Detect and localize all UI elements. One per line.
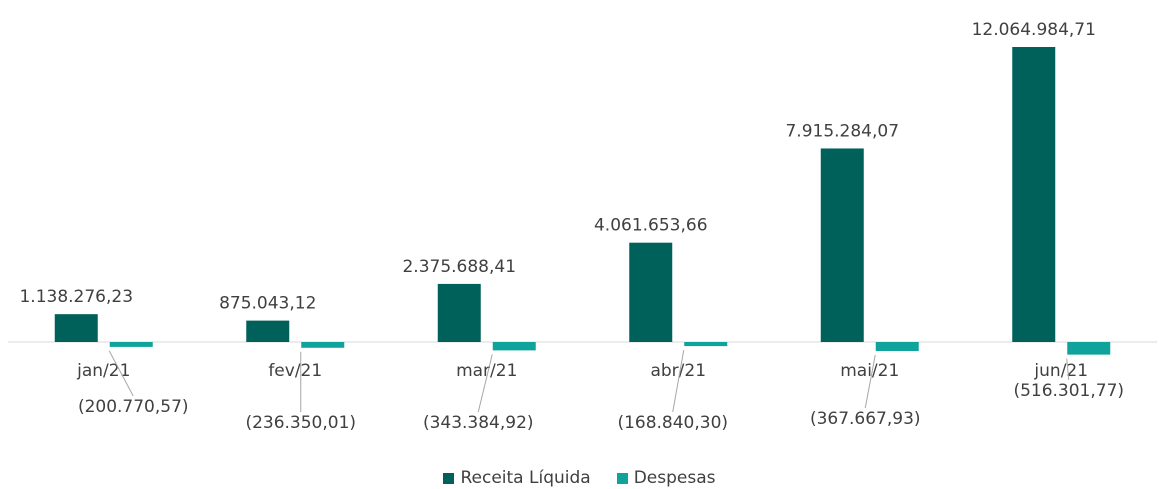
bar-despesas-jan/21 — [109, 342, 153, 347]
data-label-despesas-abr/21: (168.840,30) — [617, 413, 728, 433]
data-label-receita-mar/21: 2.375.688,41 — [402, 257, 516, 277]
data-label-despesas-fev/21: (236.350,01) — [245, 413, 356, 433]
bar-receita-jan/21 — [54, 314, 98, 342]
bar-receita-fev/21 — [246, 320, 290, 342]
leader-line-despesas-jan/21 — [108, 350, 134, 397]
legend-label-despesas: Despesas — [633, 468, 716, 488]
leader-line-despesas-mai/21 — [864, 354, 876, 409]
legend-swatch-despesas — [616, 472, 628, 484]
data-label-despesas-jun/21: (516.301,77) — [1013, 381, 1124, 401]
data-label-receita-mai/21: 7.915.284,07 — [785, 121, 899, 141]
x-tick-label-fev/21: fev/21 — [268, 361, 322, 381]
bar-receita-abr/21 — [629, 242, 673, 342]
bar-despesas-mai/21 — [875, 342, 919, 351]
bar-despesas-jun/21 — [1067, 342, 1111, 355]
bar-receita-mai/21 — [820, 148, 864, 342]
bar-receita-mar/21 — [437, 283, 481, 342]
data-label-receita-fev/21: 875.043,12 — [219, 294, 316, 314]
legend: Receita Líquida Despesas — [0, 468, 1159, 488]
bar-despesas-fev/21 — [301, 342, 345, 348]
x-tick-label-abr/21: abr/21 — [650, 361, 706, 381]
bar-despesas-abr/21 — [684, 342, 728, 347]
legend-item-despesas: Despesas — [616, 468, 716, 488]
data-label-despesas-jan/21: (200.770,57) — [78, 397, 189, 417]
data-label-despesas-mai/21: (367.667,93) — [810, 409, 921, 429]
legend-label-receita: Receita Líquida — [460, 468, 591, 488]
legend-item-receita: Receita Líquida — [443, 468, 591, 488]
x-tick-label-mai/21: mai/21 — [840, 361, 899, 381]
data-label-receita-jun/21: 12.064.984,71 — [972, 20, 1096, 40]
bar-receita-jun/21 — [1012, 47, 1056, 342]
leader-line-despesas-abr/21 — [672, 350, 685, 413]
bar-chart: 1.138.276,23 jan/21 (200.770,57) 875.043,12… — [8, 20, 1157, 433]
data-label-receita-abr/21: 4.061.653,66 — [594, 216, 708, 236]
x-tick-label-jun/21: jun/21 — [1033, 361, 1088, 381]
x-tick-label-mar/21: mar/21 — [456, 361, 517, 381]
leader-line-despesas-jun/21 — [1066, 358, 1070, 381]
x-tick-label-jan/21: jan/21 — [76, 361, 130, 381]
bar-despesas-mar/21 — [492, 342, 536, 351]
leader-line-despesas-mar/21 — [477, 354, 493, 413]
data-label-despesas-mar/21: (343.384,92) — [423, 413, 534, 433]
legend-swatch-receita — [443, 472, 455, 484]
data-label-receita-jan/21: 1.138.276,23 — [19, 287, 133, 307]
